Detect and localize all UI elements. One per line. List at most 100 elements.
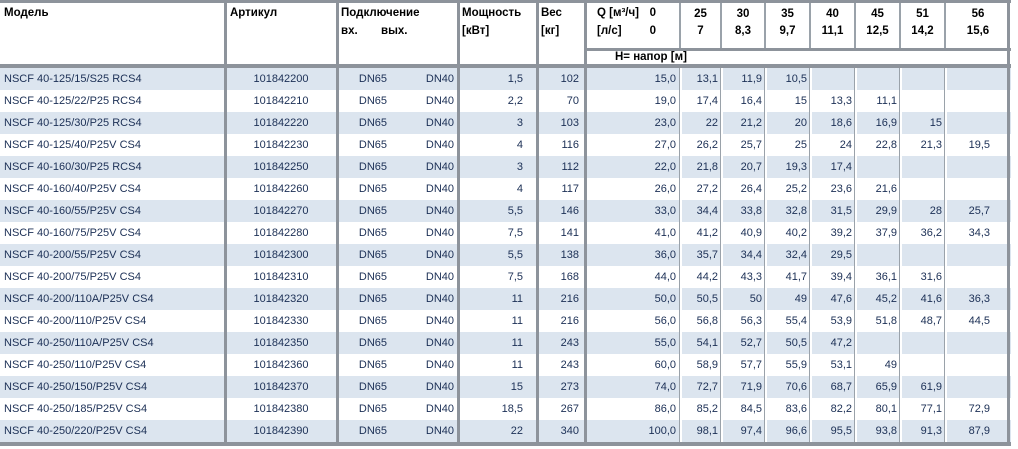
cell-power: 4 <box>516 139 523 151</box>
cell-inlet: DN65 <box>358 249 387 261</box>
table-row: NSCF 40-125/22/P25 RCS4 101842210 DN65 DN40… <box>0 90 1011 112</box>
table-row: NSCF 40-200/110A/P25V CS4 101842320 DN65 DN… <box>0 288 1011 310</box>
cell-h30: 25,7 <box>740 139 762 151</box>
cell-outlet: DN40 <box>425 403 454 415</box>
cell-outlet: DN40 <box>425 315 454 327</box>
cell-h51 <box>900 332 945 354</box>
flow-ls-value: 7 <box>697 25 704 37</box>
grid-line-flow-header <box>854 3 856 48</box>
flow-column-header: 30 8,3 <box>721 6 765 40</box>
cell-h35: 41,7 <box>785 271 807 283</box>
cell-h56: 19,5 <box>968 139 990 151</box>
cell-h56: 34,3 <box>968 227 990 239</box>
cell-h35: 83,6 <box>785 403 807 415</box>
cell-h45: 36,1 <box>875 271 897 283</box>
grid-line-header-bottom <box>0 64 1011 68</box>
cell-power: 18,5 <box>501 403 523 415</box>
cell-h51 <box>900 68 945 90</box>
cell-article: 101842200 <box>253 73 309 85</box>
cell-h45: 21,6 <box>875 183 897 195</box>
table-row: NSCF 40-250/185/P25V CS4 101842380 DN65 DN4… <box>0 398 1011 420</box>
table-row: NSCF 40-160/55/P25V CS4 101842270 DN65 DN40… <box>0 200 1011 222</box>
flow-m3h-value: 56 <box>971 8 985 20</box>
cell-h35: 96,6 <box>785 425 807 437</box>
cell-weight: 146 <box>560 205 579 217</box>
cell-h56: 36,3 <box>968 293 990 305</box>
grid-line-flow-data <box>854 68 857 442</box>
cell-h30: 26,4 <box>740 183 762 195</box>
flow-column-header: 25 7 <box>680 6 721 40</box>
cell-model: NSCF 40-200/110A/P25V CS4 <box>4 293 154 305</box>
cell-model: NSCF 40-250/110/P25V CS4 <box>4 359 147 371</box>
cell-h35: 32,8 <box>785 205 807 217</box>
cell-h0: 19,0 <box>654 95 676 107</box>
cell-model: NSCF 40-200/110/P25V CS4 <box>4 315 147 327</box>
cell-outlet: DN40 <box>425 381 454 393</box>
cell-model: NSCF 40-125/40/P25V CS4 <box>4 139 141 151</box>
cell-inlet: DN65 <box>358 161 387 173</box>
cell-h56 <box>945 156 1011 178</box>
cell-h35: 25,2 <box>785 183 807 195</box>
cell-h35: 20 <box>794 117 807 129</box>
cell-h51: 36,2 <box>920 227 942 239</box>
flow-column-header: 56 15,6 <box>945 6 1011 40</box>
cell-h30: 21,2 <box>740 117 762 129</box>
table-row: NSCF 40-125/15/S25 RCS4 101842200 DN65 DN40… <box>0 68 1011 90</box>
cell-inlet: DN65 <box>358 403 387 415</box>
cell-h51: 15 <box>929 117 942 129</box>
cell-h25: 44,2 <box>696 271 718 283</box>
grid-line-flow-header <box>679 3 681 48</box>
grid-line-flow-data <box>944 68 947 442</box>
cell-h45: 80,1 <box>875 403 897 415</box>
table-row: NSCF 40-160/75/P25V CS4 101842280 DN65 DN40… <box>0 222 1011 244</box>
cell-h45: 45,2 <box>875 293 897 305</box>
cell-article: 101842350 <box>253 337 309 349</box>
table-body: NSCF 40-125/15/S25 RCS4 101842200 DN65 DN40… <box>0 68 1011 442</box>
cell-outlet: DN40 <box>425 139 454 151</box>
cell-model: NSCF 40-125/22/P25 RCS4 <box>4 95 142 107</box>
grid-line-flow-header <box>720 3 722 48</box>
flow-ls-value: 11,1 <box>821 25 844 37</box>
cell-h45: 22,8 <box>875 139 897 151</box>
table-row: NSCF 40-200/110/P25V CS4 101842330 DN65 DN4… <box>0 310 1011 332</box>
cell-h56 <box>945 178 1011 200</box>
cell-article: 101842390 <box>253 425 309 437</box>
cell-h45 <box>855 244 900 266</box>
cell-h56 <box>945 90 1011 112</box>
grid-line-vertical <box>336 0 339 446</box>
table-row: NSCF 40-250/220/P25V CS4 101842390 DN65 DN4… <box>0 420 1011 442</box>
column-header-connection: Подключение <box>341 7 420 19</box>
cell-h0: 22,0 <box>654 161 676 173</box>
cell-h30: 40,9 <box>740 227 762 239</box>
cell-h51 <box>900 156 945 178</box>
cell-h45: 49 <box>884 359 897 371</box>
flow-m3h-value: 35 <box>781 8 794 20</box>
cell-h51: 41,6 <box>920 293 942 305</box>
head-row-label: Н= напор [м] <box>615 51 687 63</box>
cell-power: 5,5 <box>507 249 523 261</box>
cell-h25: 50,5 <box>696 293 718 305</box>
cell-h35: 40,2 <box>785 227 807 239</box>
cell-weight: 112 <box>561 161 579 173</box>
flow-column-header: 51 14,2 <box>900 6 945 40</box>
cell-h35: 49 <box>794 293 807 305</box>
cell-outlet: DN40 <box>425 249 454 261</box>
cell-h30: 33,8 <box>740 205 762 217</box>
cell-h45 <box>855 156 900 178</box>
cell-h40: 13,3 <box>830 95 852 107</box>
cell-inlet: DN65 <box>358 337 387 349</box>
flow-ls-value: 15,6 <box>966 25 990 37</box>
grid-line-flow-data <box>764 68 767 442</box>
cell-article: 101842310 <box>253 271 309 283</box>
cell-h40: 47,6 <box>830 293 852 305</box>
cell-h56: 25,7 <box>968 205 990 217</box>
cell-model: NSCF 40-250/150/P25V CS4 <box>4 381 148 393</box>
column-header-model: Модель <box>4 7 49 19</box>
flow-ls-value: 12,5 <box>866 25 889 37</box>
cell-h45: 29,9 <box>875 205 897 217</box>
cell-h25: 26,2 <box>696 139 718 151</box>
cell-h40: 17,4 <box>830 161 852 173</box>
cell-h0: 55,0 <box>654 337 676 349</box>
cell-h45: 51,8 <box>875 315 897 327</box>
cell-h51: 77,1 <box>920 403 942 415</box>
